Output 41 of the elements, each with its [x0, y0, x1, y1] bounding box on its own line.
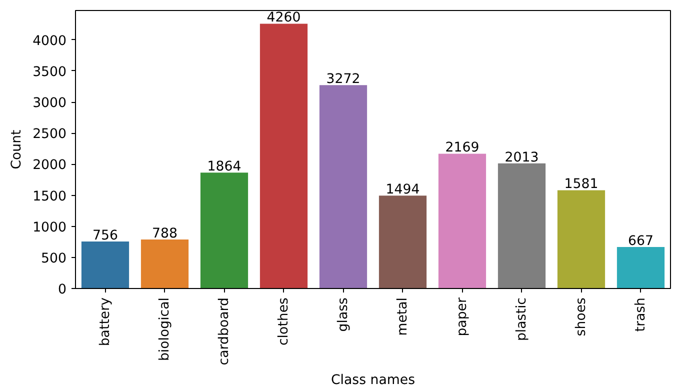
bar	[81, 242, 130, 288]
data-label: 756	[92, 228, 118, 244]
x-axis-title: Class names	[330, 373, 416, 388]
bar	[438, 154, 486, 288]
x-tick-label: shoes	[574, 297, 589, 336]
bar	[616, 247, 665, 288]
data-label: 667	[628, 234, 654, 250]
x-tick-label: cardboard	[216, 297, 232, 366]
bar	[200, 172, 248, 288]
x-tick-label: battery	[98, 297, 113, 346]
x-tick-label: clothes	[276, 297, 292, 346]
bar	[260, 24, 308, 288]
x-tick-label: plastic	[514, 298, 530, 342]
data-label: 1494	[386, 182, 420, 198]
data-label: 2013	[504, 150, 539, 166]
y-tick-label: 500	[41, 251, 67, 266]
bar	[498, 163, 546, 288]
x-tick-label: trash	[633, 298, 648, 332]
y-tick-label: 2500	[32, 127, 67, 142]
y-tick-label: 0	[58, 282, 67, 298]
data-label: 788	[152, 226, 178, 242]
x-tick-label: glass	[336, 297, 351, 332]
data-label: 3272	[326, 72, 360, 88]
y-tick-label: 3000	[32, 96, 67, 112]
x-tick-label: biological	[157, 297, 172, 362]
data-label: 1864	[207, 160, 242, 175]
y-axis-title: Count	[10, 130, 25, 170]
bar	[378, 196, 427, 288]
data-label: 1581	[564, 177, 598, 192]
y-tick-label: 4000	[32, 34, 67, 49]
y-tick-label: 1500	[32, 189, 67, 204]
x-tick-label: metal	[395, 298, 410, 336]
x-tick-label: paper	[454, 296, 470, 336]
data-label: 4260	[266, 10, 301, 26]
bar	[140, 240, 189, 288]
data-label: 2169	[445, 140, 480, 156]
bar	[319, 85, 368, 288]
y-tick-label: 3500	[32, 64, 67, 80]
bar	[557, 190, 606, 288]
y-tick-label: 1000	[32, 220, 67, 236]
y-tick-label: 2000	[32, 158, 67, 174]
